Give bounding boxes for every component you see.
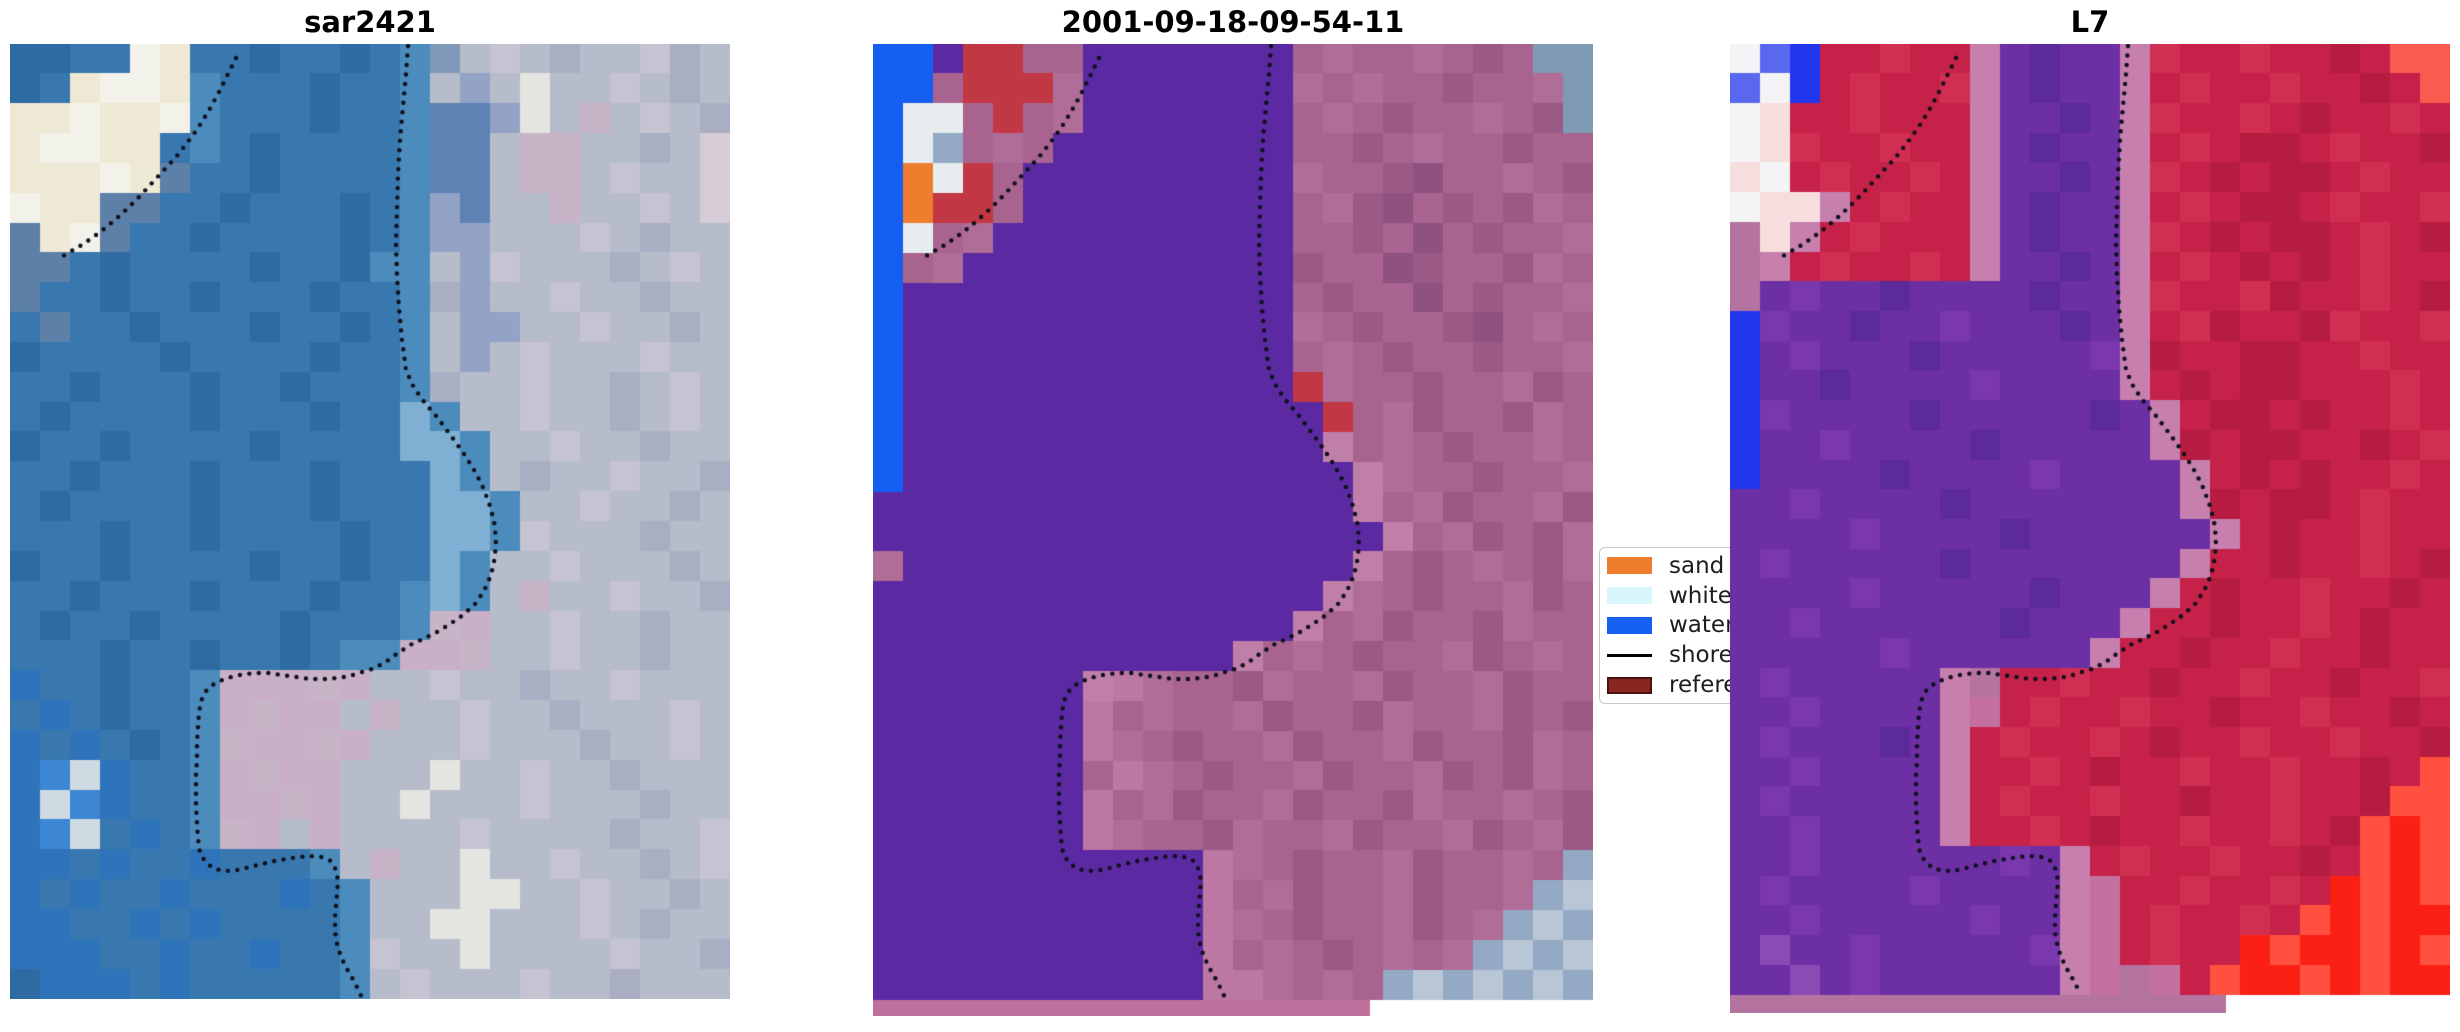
legend-swatch-sand [1607, 557, 1652, 575]
legend-swatch-whitewater [1607, 587, 1652, 605]
legend-label-water: water [1669, 612, 1735, 639]
panel-l7 [1730, 44, 2450, 1013]
panel-title-l7: L7 [2070, 5, 2110, 39]
legend-row-sand: sand [1607, 551, 1790, 581]
legend-row-water: water [1607, 611, 1790, 641]
panel-sar2421 [10, 44, 730, 999]
panel-classified-date [873, 44, 1593, 1016]
classified-image-canvas [873, 44, 1593, 1016]
panel-title-date: 2001-09-18-09-54-11 [1061, 5, 1405, 39]
legend-swatch-shoreline-line [1607, 653, 1652, 658]
l7-image-canvas [1730, 44, 2450, 1013]
legend-swatch-water [1607, 616, 1652, 634]
legend-label-sand: sand [1669, 552, 1725, 579]
panel-title-sar2421: sar2421 [304, 5, 436, 39]
legend-swatch-reference [1607, 676, 1652, 694]
sar-image-canvas [10, 44, 730, 999]
